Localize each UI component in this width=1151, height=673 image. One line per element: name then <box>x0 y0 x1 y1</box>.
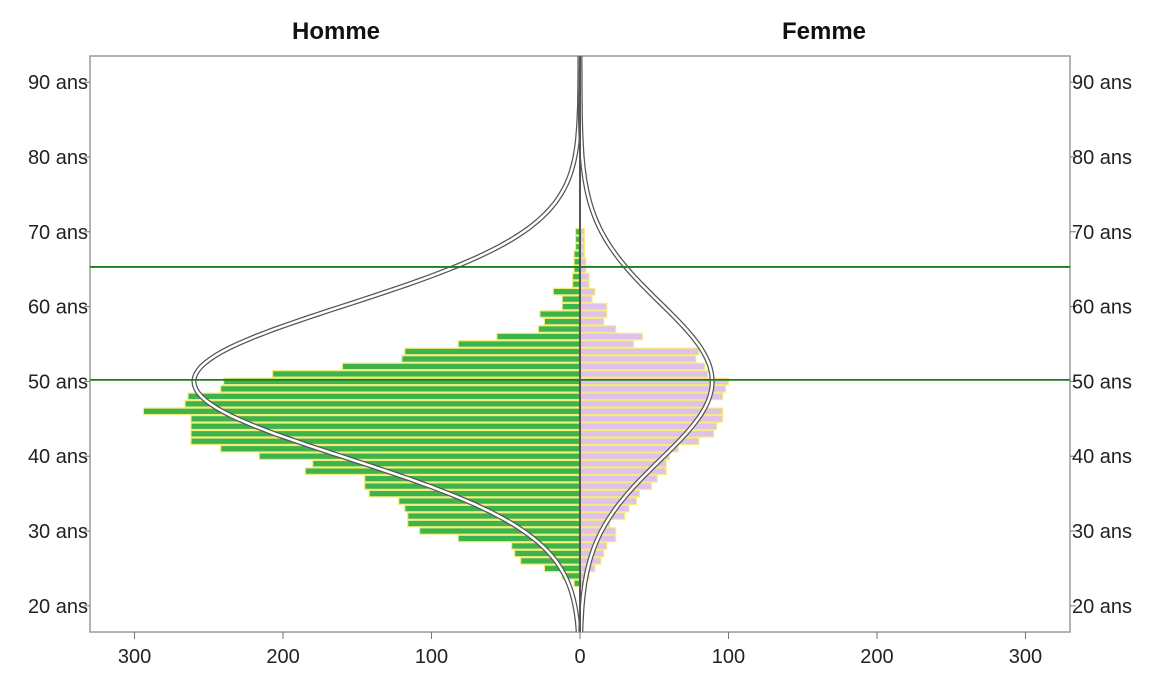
y-tick-label-right-20: 20 ans <box>1072 596 1132 618</box>
bar-femme-41 <box>579 444 679 453</box>
normal-curve-homme <box>192 55 582 633</box>
bar-homme-54 <box>404 347 581 356</box>
bar-femme-40 <box>579 452 670 461</box>
bar-femme-61 <box>579 295 593 303</box>
y-tick-label-right-90: 90 ans <box>1072 72 1132 94</box>
bar-femme-43 <box>579 429 715 438</box>
bar-homme-62 <box>552 287 581 296</box>
y-tick-label-right-70: 70 ans <box>1072 222 1132 244</box>
y-tick-label-left-60: 60 ans <box>28 297 88 319</box>
normal-curve-femme <box>578 56 714 633</box>
bar-femme-64 <box>579 272 590 281</box>
bar-homme-47 <box>184 400 581 408</box>
bar-femme-53 <box>579 355 697 363</box>
bar-femme-59 <box>579 310 608 318</box>
bar-homme-45 <box>190 414 581 423</box>
bar-femme-33 <box>579 504 630 513</box>
y-tick-label-right-40: 40 ans <box>1072 446 1132 468</box>
bar-homme-34 <box>398 497 581 505</box>
y-tick-label-left-20: 20 ans <box>28 596 88 618</box>
x-tick-label-4: 100 <box>712 646 745 668</box>
bar-homme-58 <box>543 317 581 326</box>
bar-femme-51 <box>579 370 709 378</box>
bar-homme-48 <box>187 392 581 401</box>
bar-femme-52 <box>579 362 706 371</box>
bar-homme-38 <box>304 467 581 475</box>
bar-homme-61 <box>561 295 581 303</box>
bar-homme-26 <box>520 557 581 565</box>
bar-femme-55 <box>579 340 635 348</box>
bar-homme-63 <box>571 280 581 288</box>
bar-femme-36 <box>579 482 652 490</box>
bar-homme-31 <box>407 519 581 528</box>
x-axis: 300 200 100 0 100 200 300 <box>118 632 1042 668</box>
bar-homme-51 <box>272 370 581 378</box>
bar-femme-47 <box>579 400 709 408</box>
x-tick-label-5: 200 <box>860 646 893 668</box>
x-tick-label-1: 200 <box>266 646 299 668</box>
y-tick-label-right-30: 30 ans <box>1072 521 1132 543</box>
y-tick-label-right-50: 50 ans <box>1072 371 1132 393</box>
bar-femme-48 <box>579 392 724 401</box>
y-axis-left: 20 ans 30 ans 40 ans 50 ans 60 ans 70 ans 80 a… <box>28 72 90 618</box>
bar-homme-49 <box>220 385 581 393</box>
normal-curves <box>191 55 715 633</box>
y-tick-label-left-40: 40 ans <box>28 446 88 468</box>
y-tick-label-right-80: 80 ans <box>1072 147 1132 169</box>
bar-homme-55 <box>457 340 581 348</box>
bar-homme-52 <box>341 362 581 371</box>
bar-homme-57 <box>537 325 581 333</box>
y-tick-label-left-80: 80 ans <box>28 147 88 169</box>
y-tick-label-left-70: 70 ans <box>28 222 88 244</box>
bar-femme-34 <box>579 497 638 505</box>
y-tick-label-left-30: 30 ans <box>28 521 88 543</box>
bar-homme-29 <box>457 534 581 543</box>
bar-homme-42 <box>190 437 581 446</box>
bar-femme-60 <box>579 302 608 311</box>
x-tick-label-6: 300 <box>1009 646 1042 668</box>
x-tick-label-3: 0 <box>574 646 585 668</box>
y-tick-label-left-50: 50 ans <box>28 371 88 393</box>
bar-femme-32 <box>579 512 626 520</box>
y-tick-label-left-90: 90 ans <box>28 72 88 94</box>
y-tick-label-right-60: 60 ans <box>1072 297 1132 319</box>
bar-homme-53 <box>401 355 581 363</box>
bar-homme-46 <box>142 407 581 416</box>
bar-femme-57 <box>579 325 617 333</box>
panel-title-homme: Homme <box>292 18 380 45</box>
bar-femme-56 <box>579 332 643 341</box>
x-tick-label-2: 100 <box>415 646 448 668</box>
bar-femme-62 <box>579 287 596 296</box>
bar-homme-30 <box>419 527 581 535</box>
bar-homme-40 <box>258 452 581 461</box>
bar-femme-49 <box>579 385 727 393</box>
bar-homme-60 <box>561 302 581 311</box>
bar-homme-56 <box>496 332 581 341</box>
bar-homme-35 <box>368 489 581 498</box>
x-tick-label-0: 300 <box>118 646 151 668</box>
bar-homme-43 <box>190 429 581 438</box>
bar-homme-64 <box>571 272 581 281</box>
bar-femme-54 <box>579 347 700 356</box>
bar-femme-63 <box>579 280 590 288</box>
panel-title-femme: Femme <box>782 18 866 45</box>
bar-homme-59 <box>539 310 581 318</box>
y-axis-right: 20 ans 30 ans 40 ans 50 ans 60 ans 70 ans 80 a… <box>1070 72 1132 618</box>
bar-femme-58 <box>579 317 605 326</box>
bar-homme-41 <box>220 444 581 453</box>
bar-homme-36 <box>364 482 581 490</box>
